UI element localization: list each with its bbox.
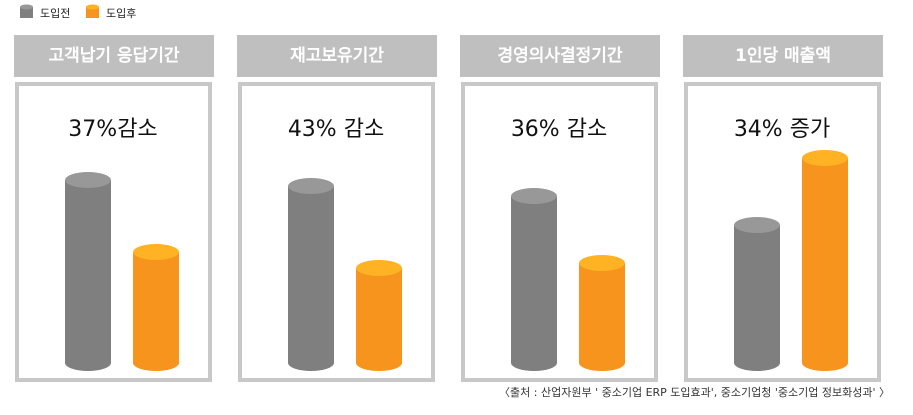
cylinder-body — [579, 263, 625, 363]
cylinder-bottom — [288, 355, 334, 371]
cylinder-body — [65, 180, 111, 363]
panel-header — [14, 35, 214, 77]
legend-swatch-top — [20, 4, 33, 10]
cylinder-body — [802, 158, 848, 363]
cylinder-bar — [511, 188, 557, 371]
panel-frame — [15, 82, 212, 382]
legend-swatch-top — [86, 4, 99, 10]
panel-title: 고객납기 응답기간 — [48, 46, 179, 66]
legend-swatch — [20, 7, 33, 18]
cylinder-top — [511, 188, 557, 204]
cylinder-top — [356, 260, 402, 276]
cylinder-bar — [288, 178, 334, 371]
cylinder-bottom — [579, 355, 625, 371]
cylinder-body — [288, 186, 334, 363]
panel-frame — [684, 82, 881, 382]
cylinder-bottom — [802, 355, 848, 371]
panel-annotation: 36% 감소 — [511, 117, 607, 142]
panel-header — [237, 35, 437, 77]
cylinder-top — [802, 150, 848, 166]
cylinder-top — [288, 178, 334, 194]
cylinder-top — [734, 217, 780, 233]
panel-header — [460, 35, 660, 77]
panel-title: 재고보유기간 — [290, 46, 384, 66]
panel-header — [683, 35, 883, 77]
panel-annotation: 43% 감소 — [288, 117, 384, 142]
cylinder-bar — [734, 217, 780, 371]
cylinder-bottom — [65, 355, 111, 371]
legend-label: 도입후 — [106, 7, 136, 20]
cylinder-bar — [802, 150, 848, 371]
cylinder-bottom — [734, 355, 780, 371]
cylinder-bar — [65, 172, 111, 371]
cylinder-bar — [133, 244, 179, 371]
legend-swatch — [86, 7, 99, 18]
cylinder-bar — [356, 260, 402, 371]
panel-annotation: 37%감소 — [68, 117, 157, 142]
cylinder-bottom — [356, 355, 402, 371]
panel-title: 1인당 매출액 — [735, 46, 831, 66]
cylinder-body — [734, 225, 780, 363]
panel-title: 경영의사결정기간 — [497, 46, 622, 66]
source-note: 〈출처 : 산업자원부 ' 중소기업 ERP 도입효과', 중소기업청 '중소기… — [499, 386, 890, 399]
panel-frame — [238, 82, 435, 382]
cylinder-bar — [579, 255, 625, 371]
cylinder-top — [65, 172, 111, 188]
cylinder-bottom — [511, 355, 557, 371]
cylinder-top — [579, 255, 625, 271]
cylinder-body — [356, 268, 402, 363]
panel-annotation: 34% 증가 — [734, 117, 830, 142]
panel-frame — [461, 82, 658, 382]
cylinder-body — [133, 252, 179, 363]
cylinder-top — [133, 244, 179, 260]
cylinder-body — [511, 196, 557, 363]
cylinder-bottom — [133, 355, 179, 371]
legend-label: 도입전 — [40, 7, 70, 20]
